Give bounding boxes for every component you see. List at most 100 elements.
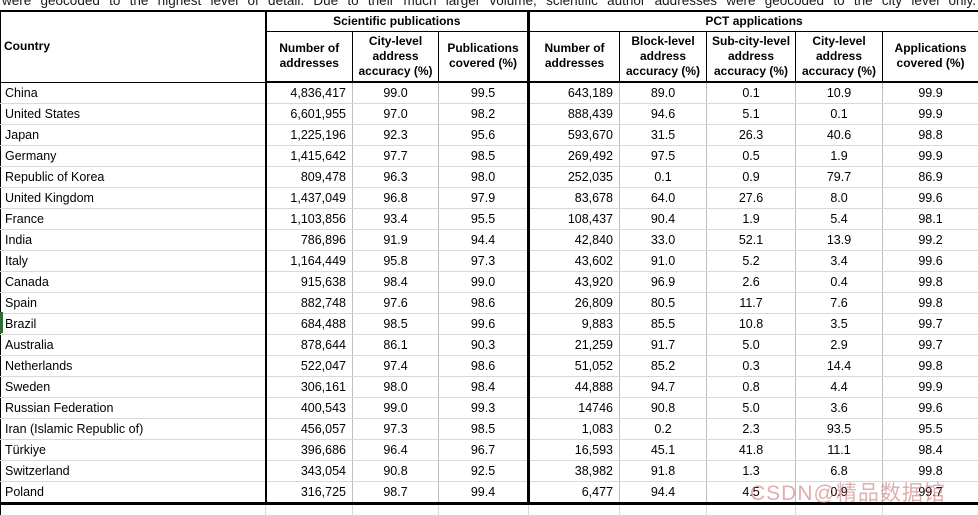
cell-sci-publications-covered[interactable]: 95.5 xyxy=(438,208,530,230)
cell-pct-subcity-accuracy[interactable]: 27.6 xyxy=(706,187,797,209)
cell-pct-block-accuracy[interactable]: 0.2 xyxy=(619,418,708,440)
cell-pct-block-accuracy[interactable]: 97.5 xyxy=(619,145,708,167)
cell-pct-subcity-accuracy[interactable]: 11.7 xyxy=(706,292,797,314)
cell-sci-addresses[interactable]: 1,103,856 xyxy=(265,208,353,230)
cell-pct-subcity-accuracy[interactable]: 0.5 xyxy=(706,145,797,167)
cell-pct-subcity-accuracy[interactable]: 1.3 xyxy=(706,460,797,482)
empty-cell[interactable] xyxy=(882,502,978,515)
cell-pct-applications-covered[interactable]: 99.2 xyxy=(882,229,978,251)
empty-cell[interactable] xyxy=(795,502,884,515)
cell-country[interactable]: Republic of Korea xyxy=(0,166,267,188)
cell-sci-city-accuracy[interactable]: 99.0 xyxy=(352,82,439,104)
cell-sci-publications-covered[interactable]: 98.5 xyxy=(438,145,530,167)
cell-pct-subcity-accuracy[interactable]: 41.8 xyxy=(706,439,797,461)
cell-pct-addresses[interactable]: 21,259 xyxy=(527,334,621,356)
cell-pct-subcity-accuracy[interactable]: 26.3 xyxy=(706,124,797,146)
cell-pct-applications-covered[interactable]: 99.7 xyxy=(882,481,978,504)
cell-pct-addresses[interactable]: 6,477 xyxy=(527,481,621,504)
cell-pct-subcity-accuracy[interactable]: 1.9 xyxy=(706,208,797,230)
cell-pct-city-accuracy[interactable]: 0.1 xyxy=(795,103,884,125)
cell-pct-city-accuracy[interactable]: 1.9 xyxy=(795,145,884,167)
cell-pct-block-accuracy[interactable]: 91.8 xyxy=(619,460,708,482)
cell-sci-city-accuracy[interactable]: 93.4 xyxy=(352,208,439,230)
group-header-scientific-publications[interactable]: Scientific publications xyxy=(264,10,530,32)
cell-country[interactable]: India xyxy=(0,229,267,251)
cell-pct-block-accuracy[interactable]: 90.8 xyxy=(619,397,708,419)
cell-sci-publications-covered[interactable]: 97.3 xyxy=(438,250,530,272)
cell-pct-subcity-accuracy[interactable]: 4.5 xyxy=(706,481,797,504)
cell-sci-city-accuracy[interactable]: 92.3 xyxy=(352,124,439,146)
cell-pct-applications-covered[interactable]: 99.7 xyxy=(882,334,978,356)
cell-pct-addresses[interactable]: 38,982 xyxy=(527,460,621,482)
cell-pct-applications-covered[interactable]: 95.5 xyxy=(882,418,978,440)
cell-country[interactable]: Iran (Islamic Republic of) xyxy=(0,418,267,440)
cell-country[interactable]: Russian Federation xyxy=(0,397,267,419)
cell-pct-applications-covered[interactable]: 99.8 xyxy=(882,460,978,482)
cell-pct-block-accuracy[interactable]: 91.7 xyxy=(619,334,708,356)
cell-pct-block-accuracy[interactable]: 64.0 xyxy=(619,187,708,209)
cell-pct-addresses[interactable]: 43,920 xyxy=(527,271,621,293)
cell-sci-city-accuracy[interactable]: 97.0 xyxy=(352,103,439,125)
empty-cell[interactable] xyxy=(706,502,797,515)
cell-pct-block-accuracy[interactable]: 31.5 xyxy=(619,124,708,146)
cell-pct-applications-covered[interactable]: 99.6 xyxy=(882,397,978,419)
cell-pct-applications-covered[interactable]: 98.1 xyxy=(882,208,978,230)
cell-pct-addresses[interactable]: 51,052 xyxy=(527,355,621,377)
cell-pct-addresses[interactable]: 83,678 xyxy=(527,187,621,209)
cell-sci-city-accuracy[interactable]: 91.9 xyxy=(352,229,439,251)
cell-sci-publications-covered[interactable]: 99.6 xyxy=(438,313,530,335)
cell-sci-addresses[interactable]: 1,415,642 xyxy=(265,145,353,167)
cell-country[interactable]: Germany xyxy=(0,145,267,167)
cell-sci-city-accuracy[interactable]: 97.4 xyxy=(352,355,439,377)
header-pct-number-of-addresses[interactable]: Number of addresses xyxy=(527,30,621,83)
cell-pct-block-accuracy[interactable]: 89.0 xyxy=(619,82,708,104)
cell-sci-addresses[interactable]: 306,161 xyxy=(265,376,353,398)
cell-pct-addresses[interactable]: 14746 xyxy=(527,397,621,419)
cell-sci-publications-covered[interactable]: 98.6 xyxy=(438,292,530,314)
cell-pct-applications-covered[interactable]: 99.8 xyxy=(882,355,978,377)
empty-cell[interactable] xyxy=(619,502,708,515)
cell-sci-publications-covered[interactable]: 99.5 xyxy=(438,82,530,104)
cell-pct-addresses[interactable]: 26,809 xyxy=(527,292,621,314)
cell-country[interactable]: Australia xyxy=(0,334,267,356)
cell-pct-addresses[interactable]: 252,035 xyxy=(527,166,621,188)
cell-sci-publications-covered[interactable]: 98.4 xyxy=(438,376,530,398)
cell-sci-city-accuracy[interactable]: 98.5 xyxy=(352,313,439,335)
cell-pct-block-accuracy[interactable]: 94.6 xyxy=(619,103,708,125)
cell-sci-addresses[interactable]: 400,543 xyxy=(265,397,353,419)
cell-country[interactable]: Japan xyxy=(0,124,267,146)
cell-pct-subcity-accuracy[interactable]: 5.0 xyxy=(706,397,797,419)
header-sci-number-of-addresses[interactable]: Number of addresses xyxy=(265,30,353,83)
header-pct-city-level-accuracy[interactable]: City-level address accuracy (%) xyxy=(795,30,884,83)
cell-pct-addresses[interactable]: 888,439 xyxy=(527,103,621,125)
cell-sci-publications-covered[interactable]: 92.5 xyxy=(438,460,530,482)
cell-sci-publications-covered[interactable]: 99.4 xyxy=(438,481,530,504)
cell-sci-addresses[interactable]: 1,225,196 xyxy=(265,124,353,146)
cell-pct-city-accuracy[interactable]: 10.9 xyxy=(795,82,884,104)
cell-pct-applications-covered[interactable]: 99.8 xyxy=(882,271,978,293)
cell-sci-addresses[interactable]: 4,836,417 xyxy=(265,82,353,104)
cell-sci-city-accuracy[interactable]: 97.3 xyxy=(352,418,439,440)
cell-pct-addresses[interactable]: 43,602 xyxy=(527,250,621,272)
cell-sci-addresses[interactable]: 522,047 xyxy=(265,355,353,377)
cell-sci-city-accuracy[interactable]: 99.0 xyxy=(352,397,439,419)
group-header-pct-applications[interactable]: PCT applications xyxy=(527,10,978,32)
cell-pct-block-accuracy[interactable]: 96.9 xyxy=(619,271,708,293)
cell-pct-addresses[interactable]: 643,189 xyxy=(527,82,621,104)
cell-pct-subcity-accuracy[interactable]: 2.6 xyxy=(706,271,797,293)
country-column-header[interactable]: Country xyxy=(0,10,267,83)
cell-pct-applications-covered[interactable]: 98.4 xyxy=(882,439,978,461)
cell-sci-addresses[interactable]: 684,488 xyxy=(265,313,353,335)
cell-country[interactable]: Canada xyxy=(0,271,267,293)
cell-pct-subcity-accuracy[interactable]: 10.8 xyxy=(706,313,797,335)
cell-sci-city-accuracy[interactable]: 96.3 xyxy=(352,166,439,188)
cell-country[interactable]: China xyxy=(0,82,267,104)
cell-pct-subcity-accuracy[interactable]: 5.2 xyxy=(706,250,797,272)
cell-pct-city-accuracy[interactable]: 2.9 xyxy=(795,334,884,356)
cell-pct-city-accuracy[interactable]: 8.0 xyxy=(795,187,884,209)
cell-pct-applications-covered[interactable]: 99.6 xyxy=(882,187,978,209)
cell-pct-addresses[interactable]: 593,670 xyxy=(527,124,621,146)
cell-sci-publications-covered[interactable]: 90.3 xyxy=(438,334,530,356)
cell-pct-applications-covered[interactable]: 99.8 xyxy=(882,292,978,314)
cell-pct-block-accuracy[interactable]: 45.1 xyxy=(619,439,708,461)
